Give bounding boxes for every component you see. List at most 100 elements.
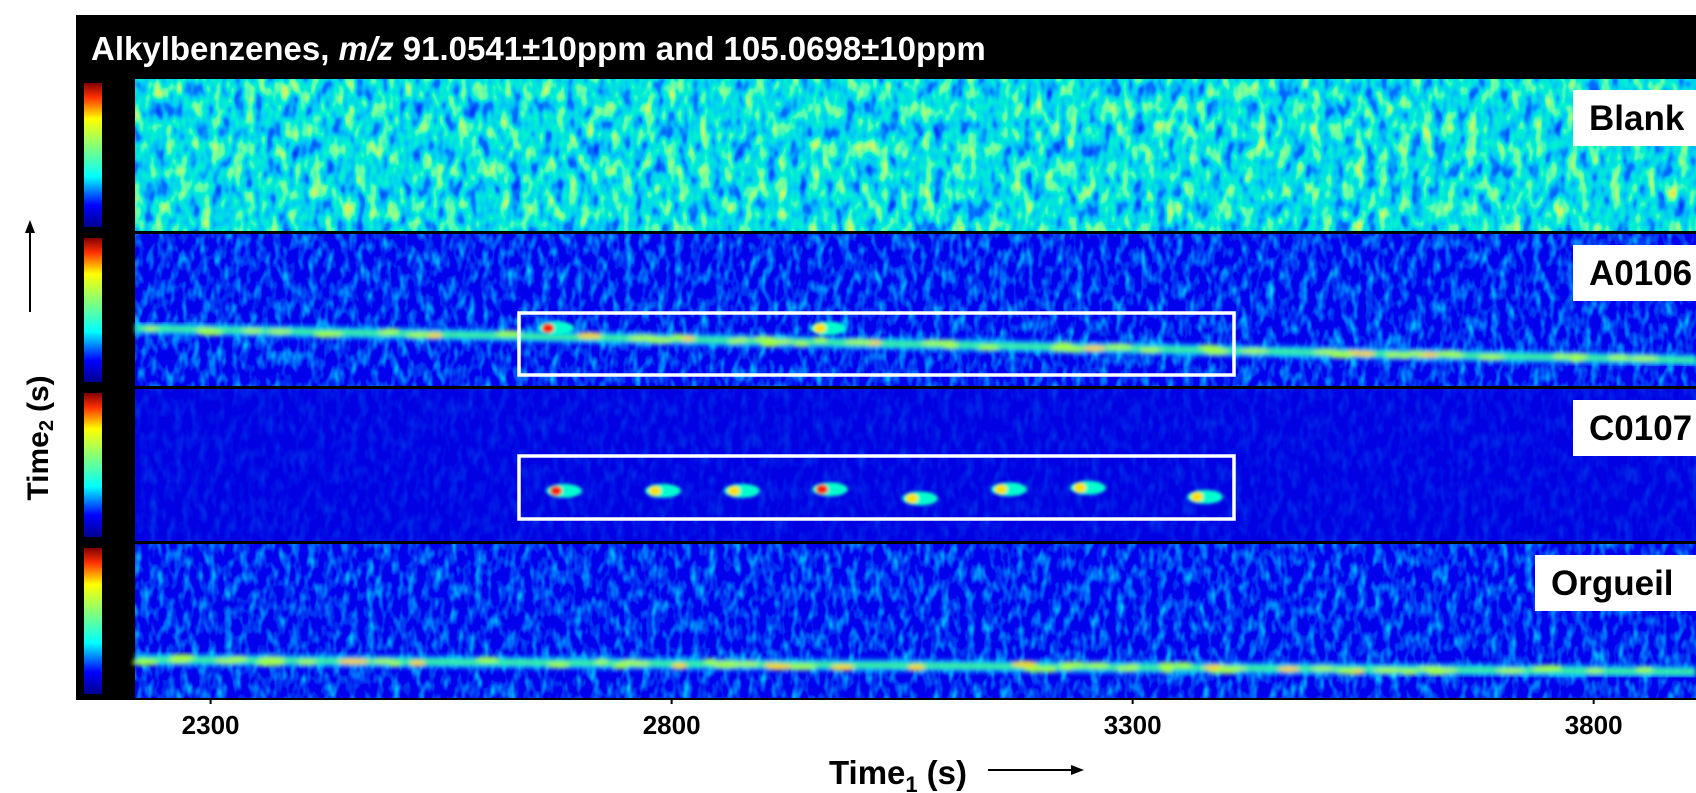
band-spot: [671, 333, 686, 340]
band-spot: [1115, 665, 1139, 672]
band-spot: [1407, 350, 1425, 357]
heatmap-texture: [135, 79, 1696, 231]
panels: Blank A0106 C0107 Orgueil: [84, 79, 1696, 698]
band-spot: [372, 658, 395, 665]
band-spot: [195, 327, 217, 334]
band-spot: [1531, 665, 1557, 672]
band-spot: [977, 344, 1000, 351]
band-spot: [1158, 662, 1177, 669]
band-spot: [612, 663, 629, 670]
panel-label: A0106: [1589, 254, 1692, 293]
band-spot: [131, 659, 159, 666]
band-spot: [1083, 345, 1106, 352]
band-spot: [1161, 666, 1174, 673]
band-spot: [1086, 662, 1110, 669]
peak-core: [1191, 491, 1203, 502]
colorbar: [84, 548, 102, 694]
colorbar: [84, 238, 102, 382]
band-spot: [175, 656, 189, 663]
colorbar: [84, 393, 102, 537]
band-spot: [1552, 353, 1568, 360]
band-spot: [546, 662, 570, 669]
band-spot: [475, 656, 500, 663]
band-spot: [1387, 351, 1401, 358]
x-axis-label: Time1 (s): [829, 754, 967, 793]
peak-core: [906, 493, 918, 504]
band-spot: [495, 330, 523, 337]
band-spot: [1023, 666, 1048, 673]
peak-core: [1074, 482, 1086, 493]
band-spot: [1050, 345, 1071, 352]
panel-label-bg: [1573, 245, 1696, 301]
band-spot: [793, 340, 810, 347]
elution-band: [131, 653, 1696, 678]
band-spot: [1105, 343, 1134, 350]
band-spot: [1585, 667, 1605, 674]
panel-label: Blank: [1589, 99, 1685, 138]
band-spot: [672, 663, 687, 670]
panel-label-bg: [1535, 555, 1696, 611]
band-spot: [646, 337, 675, 344]
band-spot: [1278, 666, 1300, 673]
band-spot: [736, 661, 760, 668]
peaks: [546, 480, 1223, 506]
band-spot: [228, 655, 248, 662]
peak-core: [814, 323, 826, 334]
band-spot: [258, 656, 286, 663]
band-spot: [1175, 662, 1193, 669]
band-spot: [703, 658, 717, 665]
x-tick-label: 3800: [1565, 710, 1623, 740]
band-spot: [1011, 661, 1038, 668]
band-spot: [1401, 669, 1418, 676]
band-spot: [734, 337, 750, 344]
band-spot: [1216, 667, 1238, 674]
elution-band: [134, 322, 1696, 367]
peak-core: [550, 485, 562, 496]
band-spot: [1041, 666, 1057, 673]
highlight-box: [517, 311, 1236, 377]
band-spot: [786, 663, 817, 670]
panel-label-bg: [1573, 90, 1696, 146]
band-spot: [1607, 354, 1630, 361]
band-spot: [314, 331, 335, 338]
peak-core: [995, 484, 1007, 495]
panel-label-bg: [1573, 400, 1696, 456]
band-spot: [1139, 347, 1162, 354]
band-spot: [1329, 352, 1355, 359]
peak-core: [542, 323, 554, 334]
peaks: [538, 321, 846, 336]
band-spot: [143, 325, 159, 332]
peak-core: [816, 484, 828, 495]
band-spot: [907, 664, 925, 671]
band-spot: [764, 338, 794, 345]
y-axis-label: Time2(s): [22, 375, 58, 500]
x-tick-label: 2300: [182, 710, 240, 740]
x-tick-label: 3300: [1104, 710, 1162, 740]
band-spot: [1335, 668, 1356, 675]
band-spot: [714, 660, 742, 667]
band-spot: [1477, 354, 1505, 361]
band-spot: [337, 658, 370, 665]
band-spot: [1372, 667, 1404, 674]
band-spot: [1629, 355, 1659, 362]
y-arrow-head: [25, 220, 35, 233]
panel-label: Orgueil: [1551, 564, 1674, 603]
band-spot: [405, 332, 431, 339]
band-spot: [765, 663, 792, 670]
panel: C0107: [84, 389, 1696, 541]
highlight-box: [517, 454, 1236, 521]
peak-core: [649, 485, 661, 496]
band-spot: [1311, 665, 1335, 672]
panel: A0106: [84, 234, 1696, 386]
band-spot: [813, 336, 828, 343]
figure-title: Alkylbenzenes, m/z 91.0541±10ppm and 105…: [91, 30, 986, 67]
panel: Orgueil: [84, 544, 1696, 698]
peak-core: [728, 485, 740, 496]
band-spot: [1569, 356, 1584, 363]
band-spot: [1204, 348, 1229, 355]
band-spot: [267, 328, 292, 335]
band-spot: [241, 327, 264, 334]
colorbar: [84, 83, 102, 227]
band-spot: [296, 658, 318, 665]
